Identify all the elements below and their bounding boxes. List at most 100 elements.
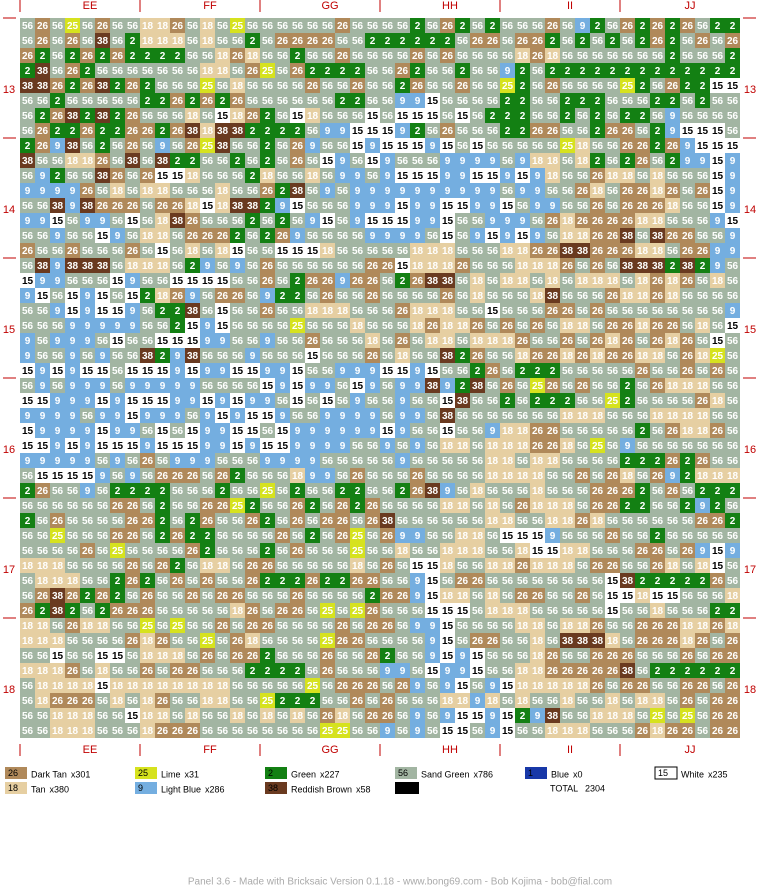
cell-code: 56 — [352, 36, 364, 47]
cell — [110, 48, 125, 63]
cell-code: 9 — [205, 366, 211, 377]
cell-code: 56 — [22, 471, 34, 482]
cell-code: 18 — [82, 681, 94, 692]
cell-code: 15 — [352, 126, 364, 137]
legend-count: x380 — [50, 784, 70, 794]
cell-code: 15 — [367, 156, 379, 167]
cell-code: 56 — [292, 336, 304, 347]
cell-code: 56 — [127, 591, 139, 602]
cell-code: 2 — [115, 81, 121, 92]
cell-code: 56 — [442, 456, 454, 467]
cell-code: 56 — [232, 726, 244, 737]
cell-code: 15 — [37, 471, 49, 482]
cell-code: 38 — [187, 351, 199, 362]
cell-code: 26 — [172, 576, 184, 587]
cell-code: 56 — [172, 81, 184, 92]
cell-code: 26 — [667, 426, 679, 437]
cell-code: 9 — [55, 411, 61, 422]
cell-code: 18 — [157, 711, 169, 722]
cell-code: 2 — [460, 21, 466, 32]
cell-code: 26 — [652, 291, 664, 302]
cell-code: 38 — [97, 171, 109, 182]
cell-code: 9 — [700, 501, 706, 512]
cell-code: 56 — [52, 21, 64, 32]
cell-code: 18 — [142, 696, 154, 707]
cell-code: 56 — [172, 66, 184, 77]
cell-code: 18 — [67, 576, 79, 587]
cell-code: 56 — [487, 66, 499, 77]
cell-code: 26 — [307, 36, 319, 47]
cell-code: 26 — [697, 516, 709, 527]
cell-code: 15 — [277, 441, 289, 452]
cell-code: 25 — [652, 711, 664, 722]
cell-code: 56 — [727, 561, 739, 572]
cell-code: 26 — [262, 561, 274, 572]
cell-code: 9 — [115, 396, 121, 407]
cell-code: 56 — [202, 486, 214, 497]
cell-code: 56 — [127, 621, 139, 632]
cell-code: 56 — [112, 141, 124, 152]
cell-code: 18 — [187, 681, 199, 692]
cell-code: 2 — [295, 666, 301, 677]
cell-code: 18 — [517, 546, 529, 557]
cell-code: 56 — [712, 636, 724, 647]
cell-code: 26 — [607, 501, 619, 512]
cell-code: 56 — [547, 576, 559, 587]
cell-code: 18 — [682, 426, 694, 437]
cell-code: 26 — [607, 561, 619, 572]
cell-code: 25 — [292, 321, 304, 332]
cell-code: 56 — [637, 606, 649, 617]
cell-code: 56 — [622, 51, 634, 62]
cell-code: 18 — [442, 561, 454, 572]
cell — [410, 33, 425, 48]
cell-code: 15 — [157, 426, 169, 437]
cell-code: 56 — [277, 306, 289, 317]
cell-code: 56 — [112, 381, 124, 392]
cell-code: 56 — [307, 636, 319, 647]
cell-code: 56 — [37, 651, 49, 662]
cell-code: 56 — [637, 396, 649, 407]
cell-code: 56 — [67, 96, 79, 107]
cell — [665, 33, 680, 48]
cell-code: 56 — [652, 651, 664, 662]
cell-code: 25 — [307, 681, 319, 692]
cell-code: 56 — [652, 486, 664, 497]
cell-code: 18 — [82, 726, 94, 737]
cell-code: 18 — [697, 411, 709, 422]
cell-code: 56 — [502, 696, 514, 707]
cell-code: 56 — [112, 66, 124, 77]
cell-code: 26 — [532, 591, 544, 602]
cell-code: 9 — [325, 126, 331, 137]
cell-code: 56 — [337, 651, 349, 662]
cell-code: 56 — [712, 51, 724, 62]
cell-code: 25 — [562, 141, 574, 152]
cell-code: 26 — [157, 561, 169, 572]
cell-code: 26 — [667, 486, 679, 497]
cell-code: 56 — [517, 141, 529, 152]
cell — [50, 48, 65, 63]
cell-code: 26 — [307, 336, 319, 347]
cell-code: 2 — [25, 66, 31, 77]
cell-code: 15 — [457, 606, 469, 617]
legend-count: x301 — [71, 769, 91, 779]
cell-code: 56 — [352, 261, 364, 272]
cell-code: 26 — [652, 321, 664, 332]
cell-code: 26 — [727, 726, 739, 737]
cell-code: 9 — [40, 456, 46, 467]
cell-code: 56 — [442, 516, 454, 527]
cell-code: 56 — [712, 231, 724, 242]
cell-code: 56 — [292, 96, 304, 107]
cell-code: 2 — [460, 351, 466, 362]
cell-code: 2 — [325, 66, 331, 77]
cell-code: 15 — [502, 726, 514, 737]
cell-code: 26 — [652, 21, 664, 32]
cell-code: 56 — [352, 21, 364, 32]
cell-code: 56 — [562, 36, 574, 47]
cell-code: 56 — [382, 306, 394, 317]
cell-code: 56 — [607, 111, 619, 122]
cell-code: 56 — [112, 726, 124, 737]
cell-code: 9 — [385, 666, 391, 677]
cell-code: 56 — [307, 321, 319, 332]
cell-code: 56 — [622, 366, 634, 377]
row-label-right: 14 — [744, 204, 756, 216]
